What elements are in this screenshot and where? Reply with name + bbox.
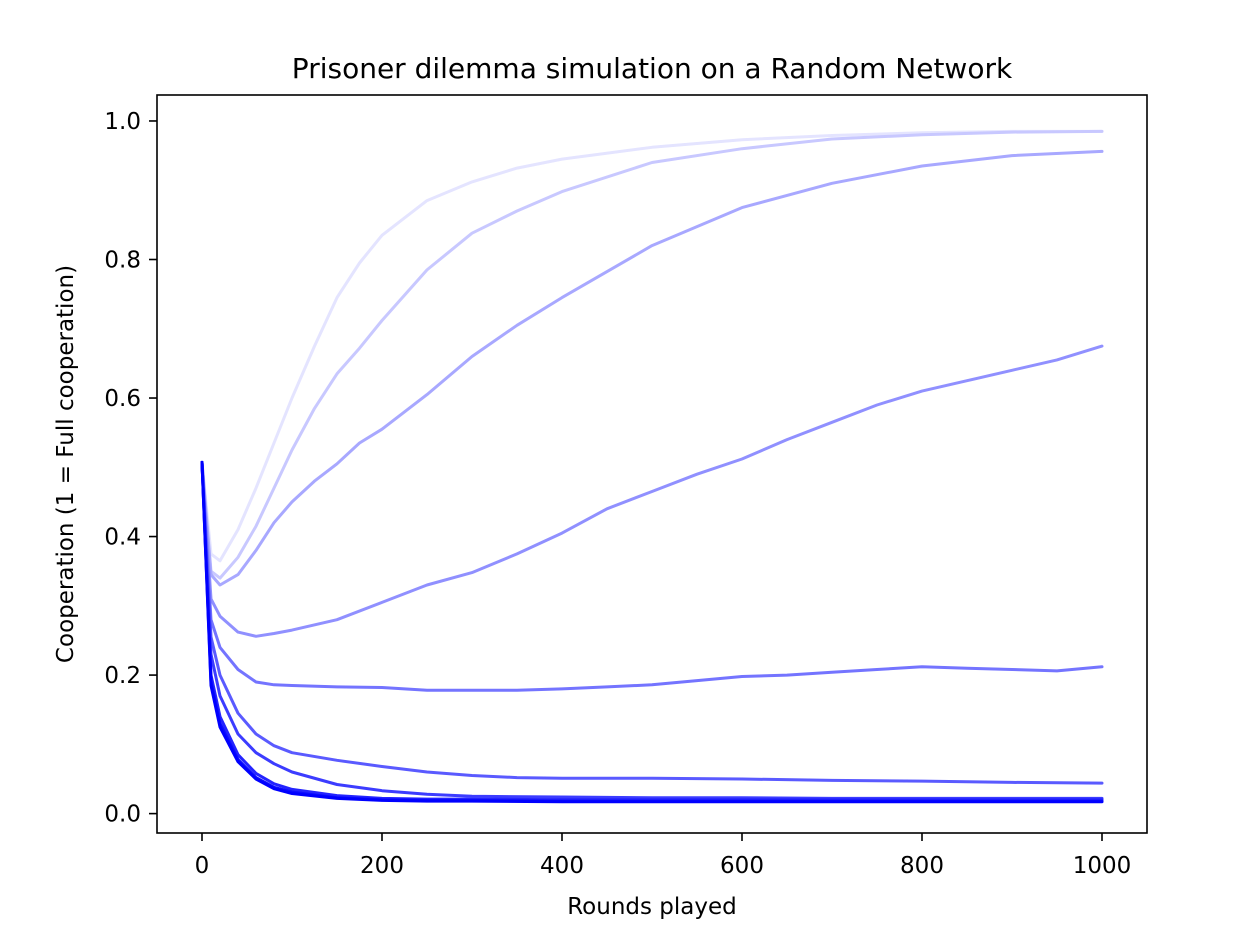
x-tick-label: 800 (900, 853, 944, 879)
x-tick-label: 0 (195, 853, 210, 879)
chart-title: Prisoner dilemma simulation on a Random … (292, 52, 1013, 85)
x-axis: 0 200 400 600 800 1000 (195, 833, 1132, 879)
axes-frame (156, 94, 1148, 834)
x-tick-label: 400 (540, 853, 584, 879)
y-tick-label: 0.4 (104, 525, 141, 551)
x-axis-label: Rounds played (567, 894, 737, 920)
series-line-2 (200, 129, 1104, 580)
x-tick-label: 200 (360, 853, 404, 879)
y-tick-label: 0.2 (104, 663, 141, 689)
y-tick-label: 0.0 (104, 802, 141, 828)
x-tick-label: 1000 (1073, 853, 1132, 879)
x-tick-label: 600 (720, 853, 764, 879)
series-layer (200, 129, 1104, 804)
y-tick-label: 0.8 (104, 248, 141, 274)
y-axis: 0.0 0.2 0.4 0.6 0.8 1.0 (104, 109, 157, 828)
series-line-6 (200, 460, 1104, 785)
series-line-4 (200, 344, 1104, 638)
series-line-1 (200, 129, 1104, 563)
series-line-10 (200, 460, 1104, 804)
y-axis-label: Cooperation (1 = Full cooperation) (53, 265, 79, 663)
y-tick-label: 1.0 (104, 109, 141, 135)
plot-area (156, 94, 1148, 834)
y-tick-label: 0.6 (104, 386, 141, 412)
series-line-5 (200, 460, 1104, 692)
series-line-3 (200, 149, 1104, 587)
